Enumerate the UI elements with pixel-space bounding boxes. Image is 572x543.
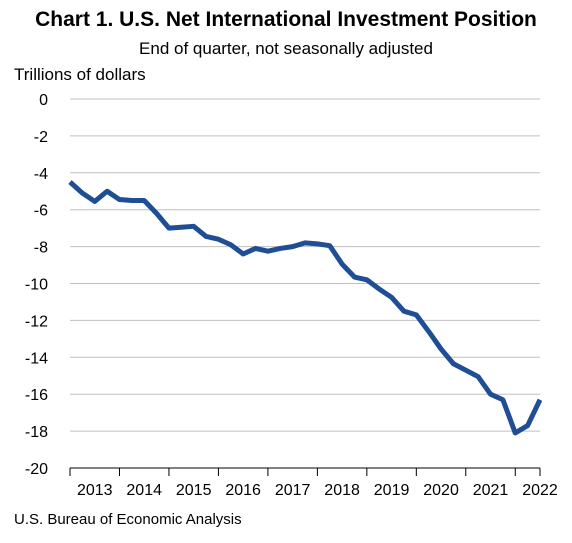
y-tick-label: -12	[25, 313, 48, 330]
x-axis: 2013 2014 2015 2016 2017 2018 2019 2020 2021 2022	[69, 467, 558, 499]
y-tick-label: -18	[25, 424, 48, 441]
y-tick-label: -14	[25, 350, 48, 367]
x-tick-label: 2020	[423, 482, 459, 499]
y-tick-label: -16	[25, 387, 48, 404]
chart-subtitle: End of quarter, not seasonally adjusted	[139, 39, 433, 58]
x-tick-label: 2014	[126, 482, 162, 499]
x-tick-label: 2021	[473, 482, 509, 499]
y-tick-label: -2	[34, 129, 48, 146]
y-tick-label: -4	[34, 166, 48, 183]
series-line	[68, 180, 543, 436]
y-tick-label: -10	[25, 277, 48, 294]
y-axis-label: Trillions of dollars	[14, 65, 146, 84]
series-group	[68, 180, 543, 436]
gridlines	[70, 98, 540, 432]
x-tick-label: 2015	[176, 482, 212, 499]
x-tick-label: 2018	[324, 482, 360, 499]
y-tick-label: -20	[25, 461, 48, 478]
x-tick-label: 2019	[374, 482, 410, 499]
x-tick-label: 2022	[522, 482, 558, 499]
source-note: U.S. Bureau of Economic Analysis	[14, 511, 242, 528]
y-tick-label: -6	[34, 203, 48, 220]
x-tick-label: 2016	[225, 482, 261, 499]
x-tick-label: 2013	[77, 482, 113, 499]
y-tick-label: -8	[34, 240, 48, 257]
x-tick-label: 2017	[275, 482, 311, 499]
y-tick-label: 0	[39, 92, 48, 109]
y-axis-ticks: 0 -2 -4 -6 -8 -10 -12 -14 -16 -18 -20	[25, 92, 48, 478]
chart-title: Chart 1. U.S. Net International Investme…	[35, 8, 537, 31]
